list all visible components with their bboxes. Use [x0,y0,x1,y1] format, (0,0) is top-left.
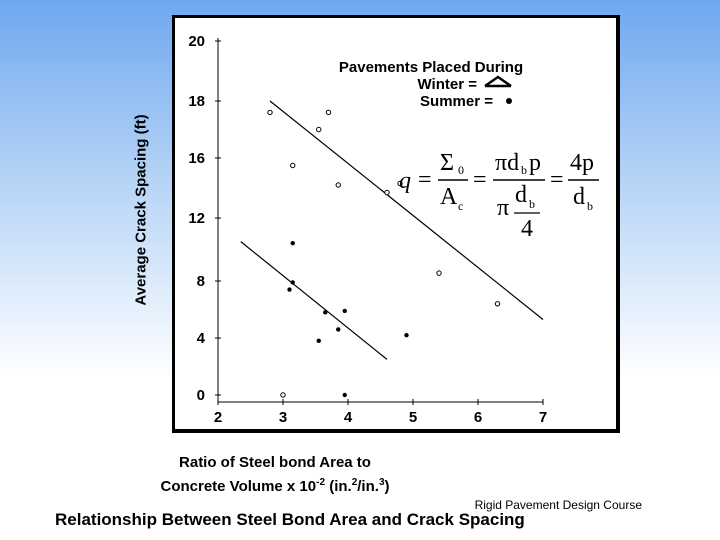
point-summer [323,310,328,315]
formula-eq3: = [550,167,564,193]
x-axis-label-line2: Concrete Volume x 10-2 (in.2/in.3) [160,477,390,495]
formula-d-2: d [573,184,585,210]
legend-winter-marker [484,75,512,88]
y-tick-label: 18 [188,93,205,110]
x-axis-label-line1: Ratio of Steel bond Area to [179,454,371,471]
legend-winter-label: Winter = [418,76,478,93]
point-winter [436,270,442,276]
plot-frame: 0 4 8 12 16 18 20 2 3 4 5 6 7 Pavements Placed Duri… [172,15,620,433]
x-tick-label: 7 [539,409,547,426]
y-tick-label: 20 [188,33,205,50]
formula-pi-db: πd [495,150,519,176]
y-tick-label: 4 [197,330,206,347]
point-summer [342,308,347,314]
formula-eq2: = [473,167,487,193]
x-tick-label: 4 [344,409,353,426]
point-winter [280,392,286,398]
formula-b-sub-3: b [587,199,593,213]
y-tick-label: 0 [197,387,205,404]
legend-title: Pavements Placed During [339,59,523,76]
point-summer [342,392,347,398]
point-summer [404,332,409,338]
formula-A: A [440,184,458,210]
x-axis-label: Ratio of Steel bond Area to Concrete Vol… [140,453,410,497]
legend-summer-label: Summer = [420,93,493,110]
point-winter [290,162,296,169]
point-summer [336,327,341,332]
formula-b-sub-2: b [529,197,535,211]
x-tick-label: 6 [474,409,482,426]
fit-line-summer [240,241,388,360]
chart-svg: 0 4 8 12 16 18 20 2 3 4 5 6 7 Pavements Placed Duri… [188,33,599,426]
y-tick-label: 16 [188,150,205,167]
point-winter [325,109,332,116]
formula-eq1: = [418,167,432,193]
point-summer [316,338,321,344]
crack-spacing-formula: q = Σ 0 A c = πd b p π d b 4 = 4p d [399,150,599,242]
point-winter [316,126,322,133]
formula-q: q [399,168,411,194]
point-winter [335,182,341,188]
formula-4p: 4p [570,150,594,176]
fit-line-winter [269,100,544,320]
slide-title: Relationship Between Steel Bond Area and… [55,510,525,529]
formula-sigma: Σ [440,150,454,176]
point-winter [384,189,390,196]
point-winter [397,180,403,187]
formula-sigma-sub: 0 [458,163,464,177]
x-tick-label: 5 [409,409,417,426]
formula-pi: π [497,195,509,221]
point-winter [494,301,501,307]
y-axis-label: Average Crack Spacing (ft) [132,114,150,306]
point-summer [290,280,295,285]
formula-four: 4 [521,216,533,242]
point-summer [287,287,292,292]
x-tick-label: 3 [279,409,287,426]
point-winter [267,109,273,116]
formula-p: p [529,150,541,176]
formula-b-sub-1: b [521,163,527,177]
legend-summer-marker [506,98,512,104]
point-summer [290,241,295,246]
formula-d: d [515,182,527,208]
course-label: Rigid Pavement Design Course [474,498,642,512]
formula-A-sub: c [458,199,463,213]
y-tick-label: 12 [188,210,205,227]
x-tick-label: 2 [214,409,222,426]
y-tick-label: 8 [197,273,205,290]
